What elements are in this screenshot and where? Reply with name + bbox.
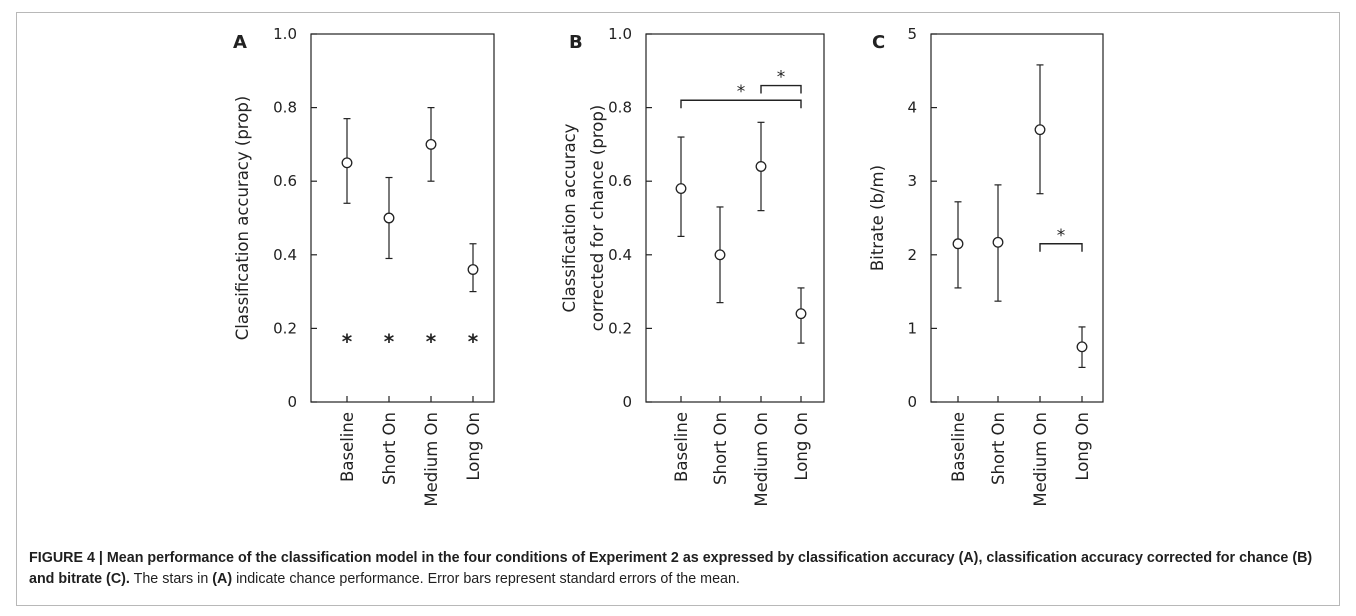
data-point [675, 183, 687, 195]
data-point [425, 138, 437, 150]
plot-frame [645, 33, 825, 403]
significance-star: * [1057, 226, 1066, 246]
data-point [1034, 124, 1046, 136]
y-tick-label: 0.6 [608, 172, 632, 190]
chance-marker: * [426, 330, 437, 354]
data-point [992, 236, 1004, 248]
x-tick-label: Long On [1073, 412, 1092, 481]
x-tick-label: Medium On [422, 412, 441, 507]
x-tick-label: Medium On [752, 412, 771, 507]
panel-label: B [569, 32, 583, 53]
y-tick-label: 1.0 [608, 25, 632, 43]
y-tick-label: 1.0 [273, 25, 297, 43]
y-tick-label: 0.8 [608, 99, 632, 117]
figure-panels: A 0 0.2 0.4 0.6 0.8 1.0 Classification accuracy… [233, 25, 1104, 507]
plot-frame [930, 33, 1104, 403]
y-tick-label: 0.8 [273, 99, 297, 117]
y-tick-label: 1 [907, 319, 917, 337]
panel-C: C 0 1 2 3 4 5 Bitrate (b/m) Baseline Short On Medi… [868, 25, 1104, 507]
figure-caption: FIGURE 4 | Mean performance of the class… [29, 548, 1329, 590]
x-tick-label: Short On [711, 412, 730, 485]
significance-bracket [760, 84, 802, 94]
x-tick-label: Short On [989, 412, 1008, 485]
significance-star: * [737, 82, 746, 102]
x-tick-label: Baseline [949, 412, 968, 482]
panel-B: B 0 0.2 0.4 0.6 0.8 1.0 Classification accuracy… [560, 25, 825, 507]
data-point [341, 157, 353, 169]
y-tick-label: 2 [907, 246, 917, 264]
data-point [383, 212, 395, 224]
caption-panel-ref: (A) [212, 571, 233, 587]
y-tick-label: 0.4 [273, 246, 297, 264]
y-axis-label: Bitrate (b/m) [868, 165, 887, 271]
significance-bracket [680, 99, 802, 109]
x-tick-label: Short On [380, 412, 399, 485]
x-tick-label: Long On [464, 412, 483, 481]
significance-bracket [1039, 243, 1083, 252]
y-tick-label: 0 [287, 393, 297, 411]
y-axis-label: Classification accuracy (prop) [233, 96, 252, 340]
data-point [952, 238, 964, 250]
y-tick-label: 3 [907, 172, 917, 190]
x-tick-label: Long On [792, 412, 811, 481]
y-tick-label: 0 [622, 393, 632, 411]
x-tick-label: Baseline [338, 412, 357, 482]
chance-marker: * [384, 330, 395, 354]
data-point [755, 161, 767, 172]
y-axis-label: corrected for chance (prop) [588, 105, 607, 331]
panel-A: A 0 0.2 0.4 0.6 0.8 1.0 Classification accuracy… [233, 25, 495, 507]
chance-marker: * [342, 330, 353, 354]
y-tick-label: 0.2 [273, 319, 297, 337]
y-tick-label: 0 [907, 393, 917, 411]
chance-marker: * [468, 330, 479, 354]
panel-label: C [872, 32, 885, 53]
y-tick-label: 0.2 [608, 319, 632, 337]
caption-text-2: indicate chance performance. Error bars … [232, 571, 740, 587]
y-tick-label: 0.6 [273, 172, 297, 190]
x-tick-label: Baseline [672, 412, 691, 482]
y-tick-label: 0.4 [608, 246, 632, 264]
y-axis-label: Classification accuracy [560, 123, 579, 312]
panel-label: A [233, 32, 247, 53]
plot-frame [310, 33, 495, 403]
significance-star: * [777, 68, 786, 88]
data-point [467, 264, 479, 275]
data-point [1076, 341, 1088, 353]
caption-text-1: The stars in [129, 571, 213, 587]
x-tick-label: Medium On [1031, 412, 1050, 507]
data-point [795, 308, 807, 320]
y-tick-label: 5 [907, 25, 917, 43]
y-tick-label: 4 [907, 99, 917, 117]
figure-frame [16, 12, 1340, 606]
caption-title: FIGURE 4 | Mean performance of the class… [29, 550, 1313, 587]
data-point [714, 249, 726, 261]
